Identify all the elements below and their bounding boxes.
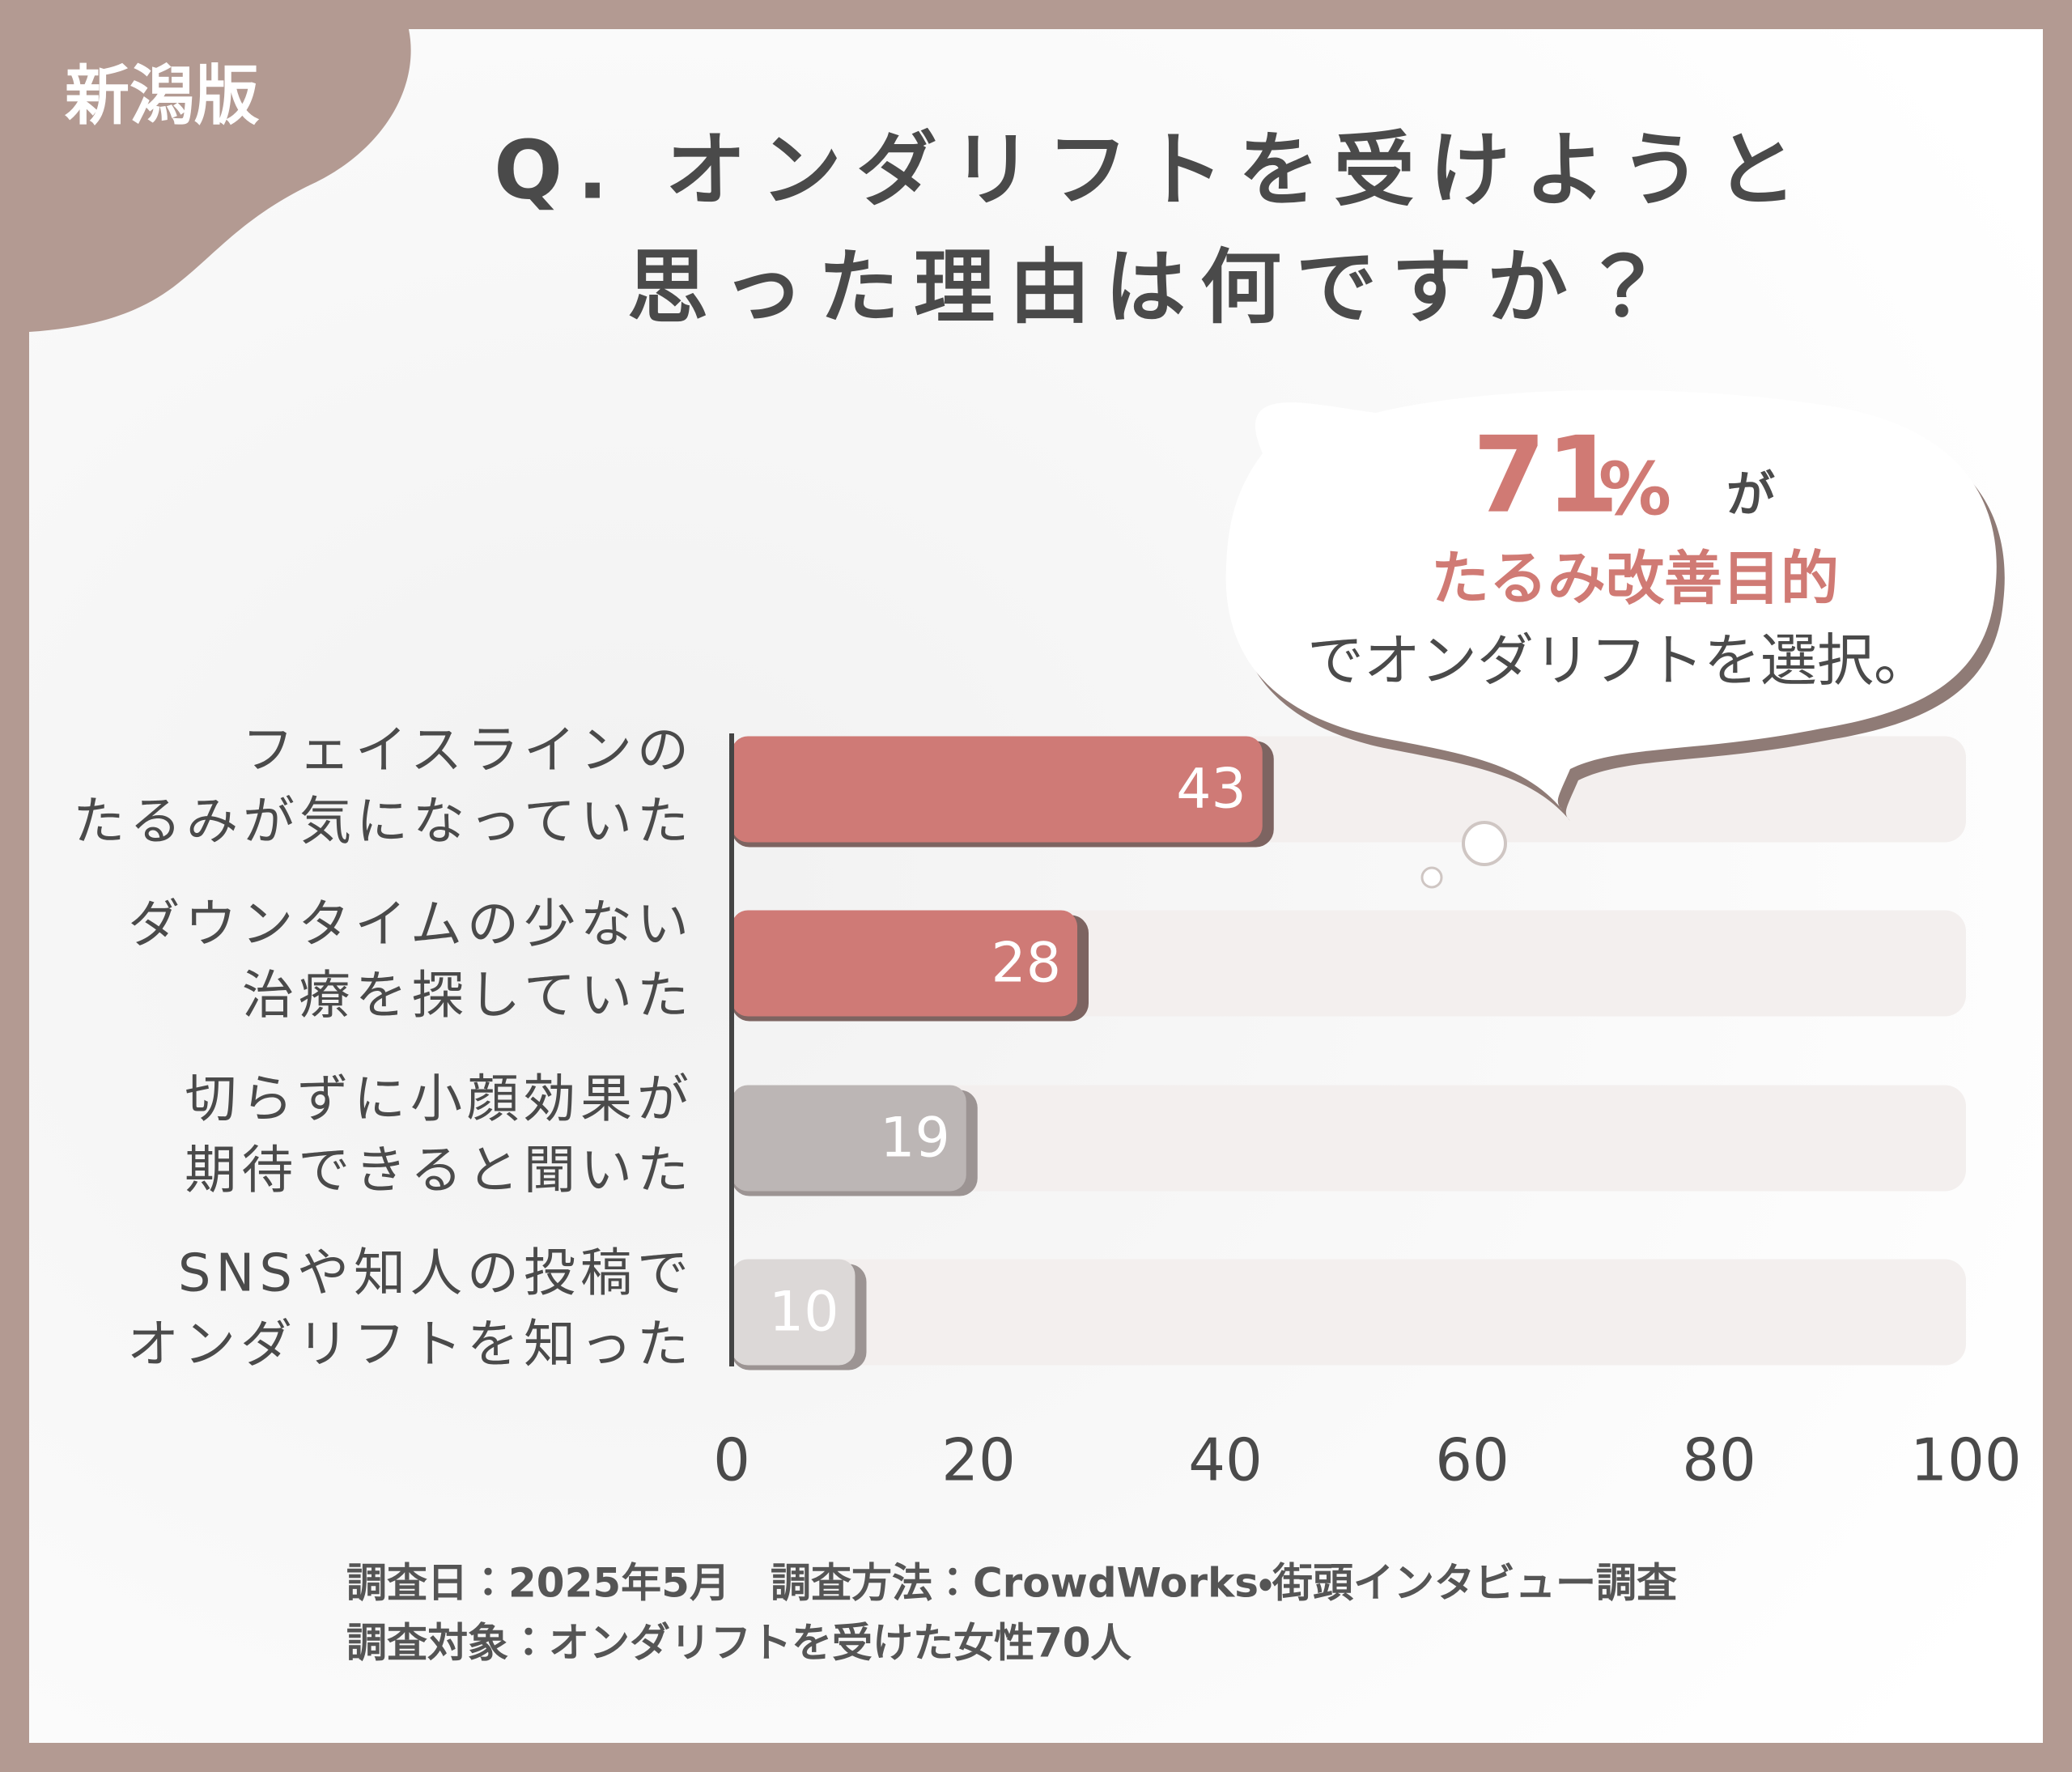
x-tick-label: 20 [941, 1426, 1016, 1494]
callout: 71 % が たるみ改善目的 でオンダリフトを選択。 [1225, 389, 2005, 889]
panel [29, 29, 2043, 1743]
bar-track [732, 1259, 1966, 1366]
value-label: 19 [880, 1107, 950, 1171]
x-tick-label: 100 [1910, 1426, 2021, 1494]
thought-dot [1420, 866, 1443, 889]
x-tick-label: 80 [1682, 1426, 1756, 1494]
badge-shape [29, 29, 411, 332]
callout-value: 71 [1473, 414, 1620, 537]
bar [732, 910, 1077, 1017]
callout-suffix: が [1726, 467, 1775, 524]
chart-title: 思った理由は何ですか？ [627, 240, 1678, 334]
category-label: フェイスラインの [242, 721, 694, 781]
bar [732, 736, 1263, 843]
category-label: オンダリフトを知った [127, 1315, 694, 1375]
chart-title: Q. オンダリフトを受けようと [494, 122, 1811, 217]
callout-bubble [1225, 389, 1997, 810]
x-tick-label: 60 [1435, 1426, 1509, 1494]
callout-unit: % [1599, 447, 1671, 532]
value-label: 28 [991, 932, 1061, 996]
category-label: たるみが気になっていた [73, 793, 694, 852]
bar [732, 1085, 966, 1192]
badge: 新潟版 [65, 58, 260, 134]
note: 調査日：2025年5月 調査方法：CrowdWorks・街頭インタビュー調査 [346, 1560, 1677, 1607]
bar-track [732, 1085, 1966, 1192]
category-label: ダウンタイムの少ない [128, 895, 694, 955]
category-label: 治療を探していた [242, 967, 694, 1026]
x-tick-label: 40 [1188, 1426, 1263, 1494]
category-label: SNSや知人の投稿で [178, 1244, 694, 1304]
category-label: 切らずに小顔効果が [185, 1070, 694, 1130]
note: 調査対象：オンダリフトを受けた女性70人 [346, 1620, 1132, 1667]
bar [732, 1259, 856, 1366]
category-label: 期待できると聞いた [185, 1141, 694, 1201]
callout-line: たるみ改善目的 [1431, 545, 1839, 613]
x-tick-label: 0 [713, 1426, 750, 1494]
thought-dot [1462, 821, 1507, 866]
value-label: 10 [769, 1281, 839, 1345]
value-label: 43 [1176, 758, 1246, 822]
callout-line: でオンダリフトを選択。 [1307, 627, 1930, 694]
